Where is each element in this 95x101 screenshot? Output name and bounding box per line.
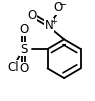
Text: N: N <box>45 19 53 32</box>
Text: O: O <box>19 62 28 75</box>
Text: O: O <box>27 9 37 22</box>
Text: O: O <box>19 23 28 36</box>
Text: +: + <box>50 17 57 26</box>
Text: O: O <box>53 2 63 14</box>
Text: S: S <box>20 43 27 56</box>
Text: Cl: Cl <box>7 60 19 74</box>
Text: −: − <box>59 0 67 10</box>
